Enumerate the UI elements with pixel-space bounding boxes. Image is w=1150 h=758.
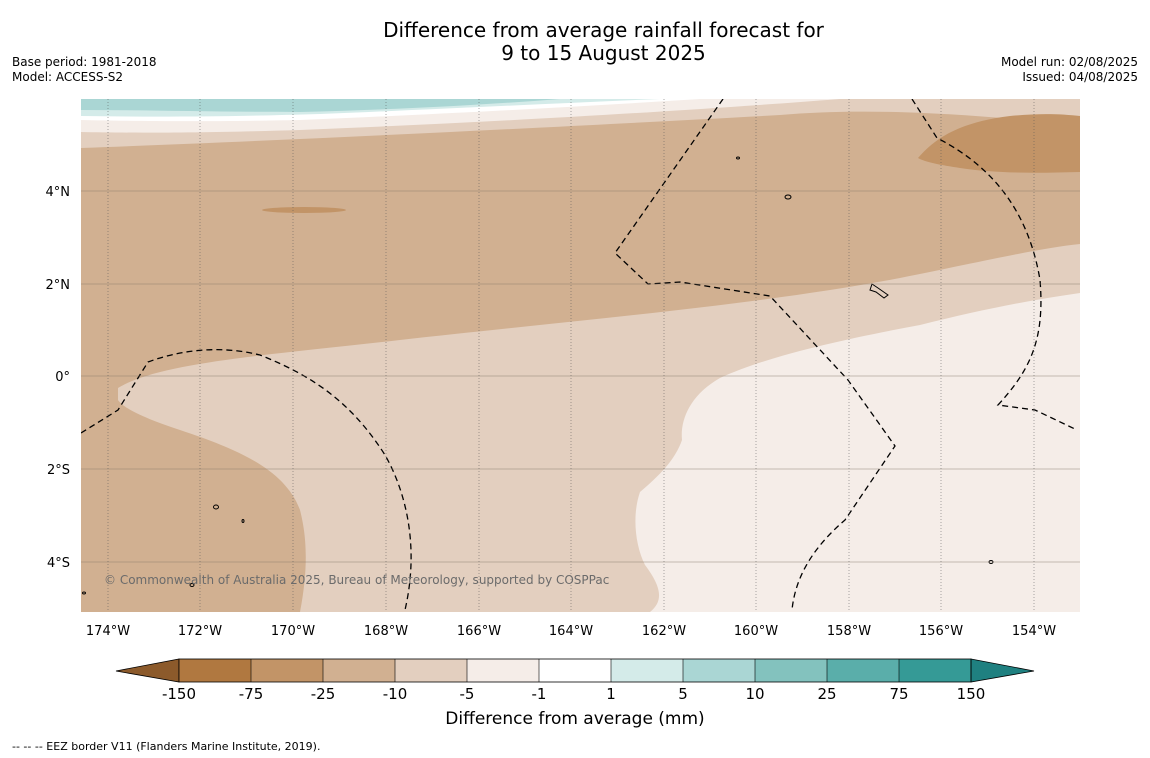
longitude-labels: 174°W 172°W 170°W 168°W 166°W 164°W 162°… xyxy=(86,624,1056,639)
lat-label: 4°N xyxy=(46,185,71,200)
copyright-text: © Commonwealth of Australia 2025, Bureau… xyxy=(104,573,609,587)
lon-label: 168°W xyxy=(364,624,408,639)
colorbar-tick: 1 xyxy=(606,685,616,703)
island xyxy=(82,591,86,595)
chart-title: Difference from average rainfall forecas… xyxy=(0,19,1150,65)
colorbar-swatch xyxy=(179,659,251,682)
title-line-2: 9 to 15 August 2025 xyxy=(501,41,706,65)
colorbar-tick: -25 xyxy=(311,685,336,703)
issued-date: Issued: 04/08/2025 xyxy=(1022,70,1138,84)
lat-label: 2°S xyxy=(47,463,70,478)
island xyxy=(241,519,245,523)
lon-label: 156°W xyxy=(919,624,963,639)
colorbar-swatch xyxy=(323,659,395,682)
lon-label: 172°W xyxy=(178,624,222,639)
island xyxy=(784,194,792,200)
island xyxy=(189,583,195,587)
colorbar-swatch xyxy=(683,659,755,682)
colorbar-tick: -1 xyxy=(532,685,547,703)
lon-label: 170°W xyxy=(271,624,315,639)
colorbar-tick: -5 xyxy=(460,685,475,703)
eez-border-east xyxy=(911,99,1078,431)
island xyxy=(213,504,219,510)
lon-label: 162°W xyxy=(642,624,686,639)
colorbar-tick: 10 xyxy=(745,685,764,703)
colorbar-tick: 5 xyxy=(678,685,688,703)
colorbar-tick: 25 xyxy=(817,685,836,703)
colorbar-label: Difference from average (mm) xyxy=(445,709,705,729)
island xyxy=(736,156,740,160)
colorbar-low-extend xyxy=(115,658,180,683)
lon-label: 174°W xyxy=(86,624,130,639)
islands xyxy=(82,156,994,595)
colorbar-swatch xyxy=(395,659,467,682)
colorbar-swatch xyxy=(755,659,827,682)
lon-label: 154°W xyxy=(1012,624,1056,639)
lon-label: 158°W xyxy=(827,624,871,639)
map-area xyxy=(81,99,1080,612)
latitude-labels: 4°N 2°N 0° 2°S 4°S xyxy=(46,185,71,571)
colorbar-swatch xyxy=(539,659,611,682)
colorbar-swatch xyxy=(467,659,539,682)
region-se-minus5 xyxy=(635,293,1080,612)
meta-right: Model run: 02/08/2025 Issued: 04/08/2025 xyxy=(1001,55,1138,85)
latitude-gridlines xyxy=(81,190,1080,563)
model-name: Model: ACCESS-S2 xyxy=(12,70,124,84)
colorbar-tick: -150 xyxy=(162,685,196,703)
title-line-1: Difference from average rainfall forecas… xyxy=(383,18,824,42)
colorbar-tick: 150 xyxy=(957,685,986,703)
lat-label: 4°S xyxy=(47,556,70,571)
colorbar-swatch xyxy=(611,659,683,682)
eez-border-central xyxy=(614,99,896,611)
lon-label: 166°W xyxy=(457,624,501,639)
lon-label: 164°W xyxy=(549,624,593,639)
eez-border-west xyxy=(81,349,412,611)
meta-left: Base period: 1981-2018 Model: ACCESS-S2 xyxy=(12,55,157,85)
base-period: Base period: 1981-2018 xyxy=(12,55,157,69)
colorbar-swatch xyxy=(827,659,899,682)
colorbar: -150 -75 -25 -10 -5 -1 1 5 10 25 75 150 xyxy=(115,658,1035,703)
colorbar-tick: 75 xyxy=(889,685,908,703)
region-north-plus5 xyxy=(81,99,560,112)
colorbar-swatch xyxy=(899,659,971,682)
model-run: Model run: 02/08/2025 xyxy=(1000,55,1138,69)
colorbar-swatch xyxy=(251,659,323,682)
island-kiritimati xyxy=(869,283,889,299)
colorbar-tick: -10 xyxy=(383,685,408,703)
lat-label: 0° xyxy=(55,370,70,385)
region-ne-minus75 xyxy=(918,114,1080,173)
colorbar-tick: -75 xyxy=(239,685,264,703)
region-small-minus75 xyxy=(262,207,346,213)
eez-borders xyxy=(81,99,1078,611)
lon-label: 160°W xyxy=(734,624,778,639)
footer-note: -- -- -- EEZ border V11 (Flanders Marine… xyxy=(12,740,321,753)
colorbar-high-extend xyxy=(970,658,1035,683)
lat-label: 2°N xyxy=(46,278,71,293)
